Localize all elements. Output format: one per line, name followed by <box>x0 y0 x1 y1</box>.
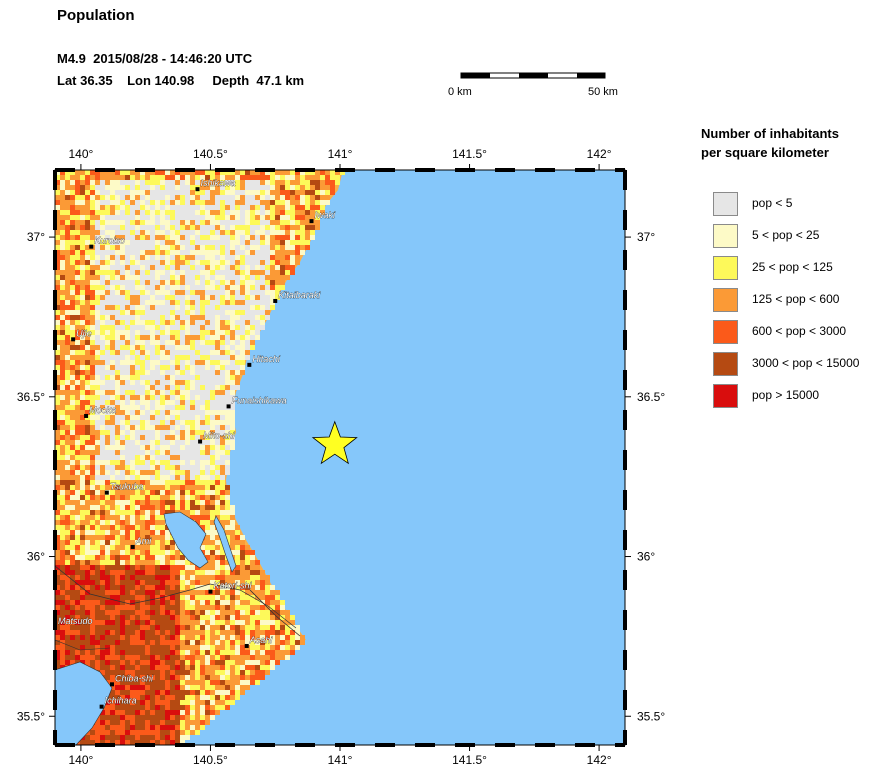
legend-swatch <box>713 192 738 216</box>
lat-tick-label-left: 35.5° <box>17 709 45 723</box>
city-marker <box>198 439 203 444</box>
map-axes: 140° 140° 140.5° 140.5° 141° 141° 141.5° 141.5°… <box>17 147 666 767</box>
event-magnitude-time: M4.9 2015/08/28 - 14:46:20 UTC <box>57 51 253 66</box>
legend-swatch <box>713 320 738 344</box>
tone-river <box>55 565 297 629</box>
lat-tick-label-left: 36.5° <box>17 390 45 404</box>
legend-label: 5 < pop < 25 <box>752 228 820 242</box>
city-label: Matsudo <box>58 616 93 626</box>
city-label: Chiba-shi <box>115 673 154 683</box>
city-label: Funaishikawa <box>232 395 287 405</box>
city-marker <box>273 298 278 303</box>
scale-bar-left-label: 0 km <box>448 86 472 98</box>
legend-label: 600 < pop < 3000 <box>752 324 847 338</box>
map-title: Population <box>57 7 135 24</box>
legend-label: pop < 5 <box>752 196 793 210</box>
city-label: Ujie <box>76 328 92 338</box>
lon-tick-label-top: 140.5° <box>193 147 228 161</box>
lat-tick-label-left: 36° <box>27 550 45 564</box>
lake-kasumigaura <box>163 511 209 569</box>
city-marker <box>208 589 213 594</box>
city-label: Ichihara <box>105 696 137 706</box>
city-marker <box>89 244 94 249</box>
legend-swatch <box>713 384 738 408</box>
lon-tick-label-top: 141.5° <box>452 147 487 161</box>
lat-tick-label-right: 36.5° <box>637 390 665 404</box>
city-marker <box>226 404 231 409</box>
city-label: Kitaibaraki <box>278 290 321 300</box>
lon-tick-label-bottom: 141° <box>328 753 353 767</box>
legend-title-line1: Number of inhabitants <box>701 126 839 141</box>
event-location-depth: Lat 36.35 Lon 140.98 Depth 47.1 km <box>57 73 305 88</box>
lon-tick-label-bottom: 140° <box>68 753 93 767</box>
legend-label: 125 < pop < 600 <box>752 292 840 306</box>
legend-swatch <box>713 256 738 280</box>
city-label: Kuroiso <box>94 236 125 246</box>
city-label: Tsukuba <box>110 482 144 492</box>
city-label: Mito-shi <box>203 431 236 441</box>
legend-label: 25 < pop < 125 <box>752 260 833 274</box>
city-marker <box>53 624 57 629</box>
tone-river-mouth <box>249 589 301 637</box>
legend-label: 3000 < pop < 15000 <box>752 356 860 370</box>
lon-tick-label-bottom: 141.5° <box>452 753 487 767</box>
lat-tick-label-right: 35.5° <box>637 709 665 723</box>
city-marker <box>84 413 89 418</box>
scale-bar <box>460 72 606 79</box>
tokyo-bay <box>55 661 113 745</box>
scale-bar-right-label: 50 km <box>588 86 618 98</box>
legend-title-line2: per square kilometer <box>701 145 829 160</box>
lon-tick-label-top: 140° <box>68 147 93 161</box>
city-label: Iwaki <box>315 210 337 220</box>
lake-kitaura <box>213 515 237 573</box>
city-label: Katori-shi <box>213 581 252 591</box>
legend-swatch <box>713 352 738 376</box>
city-label: Ami <box>135 536 153 546</box>
city-label: Hitachi <box>252 354 281 364</box>
lon-tick-label-top: 141° <box>328 147 353 161</box>
city-label: Ishikawa <box>201 178 236 188</box>
map-frame-border <box>53 168 627 747</box>
lon-tick-label-bottom: 140.5° <box>193 753 228 767</box>
lon-tick-label-bottom: 142° <box>587 753 612 767</box>
legend-swatch <box>713 288 738 312</box>
lon-tick-label-top: 142° <box>587 147 612 161</box>
city-marker <box>244 643 249 648</box>
city-marker <box>247 362 252 367</box>
legend-label: pop > 15000 <box>752 388 820 402</box>
epicenter-star <box>311 420 358 465</box>
river-boundary <box>55 639 111 651</box>
lat-tick-label-right: 36° <box>637 550 655 564</box>
city-marker <box>99 704 104 709</box>
lat-tick-label-left: 37° <box>27 230 45 244</box>
city-marker <box>195 187 200 192</box>
city-markers: Ishikawa Iwaki Kuroiso Kitaibaraki Ujie Hitac… <box>53 178 336 709</box>
city-label: Asahi <box>249 635 274 645</box>
city-marker <box>130 544 135 549</box>
legend-swatch <box>713 224 738 248</box>
city-marker <box>110 682 114 687</box>
city-marker <box>104 490 109 495</box>
city-marker <box>71 337 76 342</box>
lat-tick-label-right: 37° <box>637 230 655 244</box>
legend-title: Number of inhabitants per square kilomet… <box>701 124 839 162</box>
city-marker <box>309 219 314 224</box>
city-label: Mooka <box>89 405 116 415</box>
